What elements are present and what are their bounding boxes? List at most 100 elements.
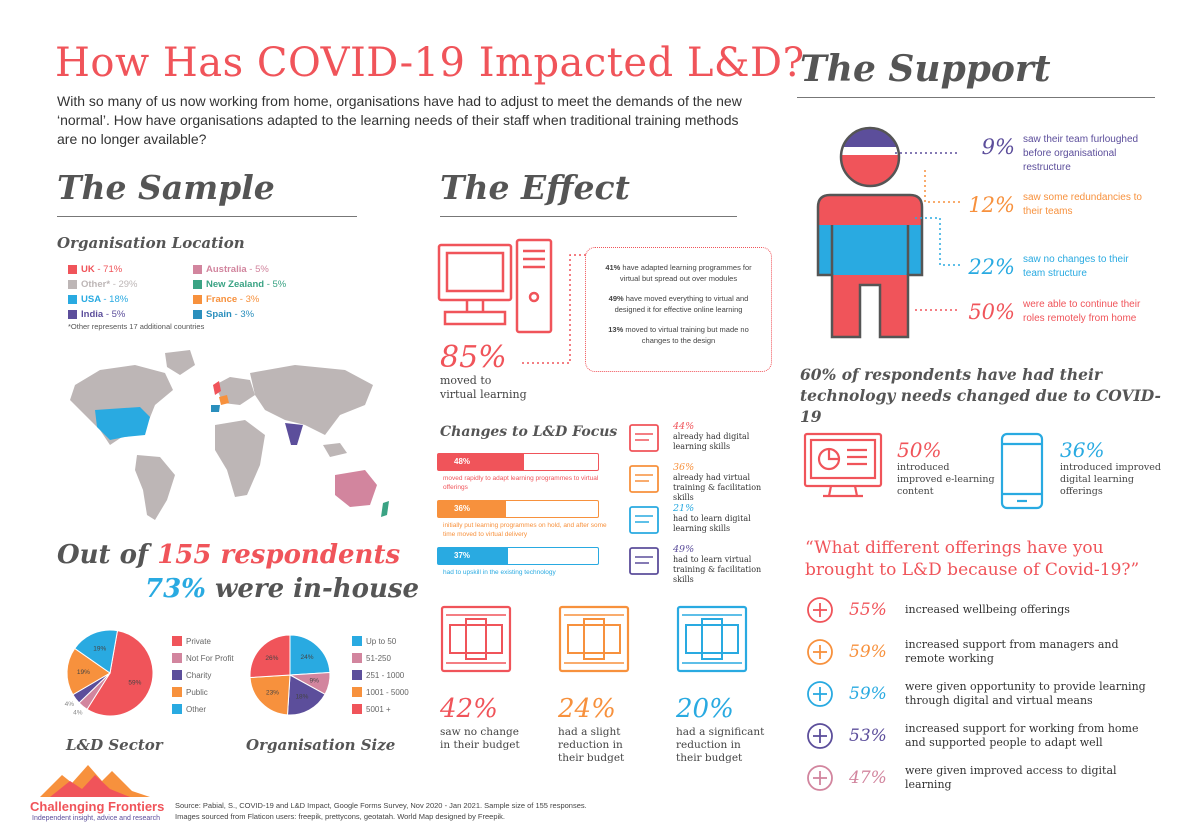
offering-pct: 59% bbox=[849, 642, 887, 662]
legend-pct: - 5% bbox=[266, 279, 287, 290]
sample-heading: The Sample bbox=[57, 168, 275, 207]
size-label: Organisation Size bbox=[246, 736, 396, 754]
india-region bbox=[285, 423, 303, 445]
legend-label: 5001 + bbox=[366, 704, 391, 714]
pie-legend-item: Public bbox=[172, 687, 242, 697]
legend-label: Other* - 29% bbox=[81, 279, 138, 290]
offering-pct: 53% bbox=[849, 726, 887, 746]
offering-item: 55% increased wellbeing offerings bbox=[803, 589, 1183, 631]
support-stat: 50% were able to continue their roles rem… bbox=[960, 298, 1143, 326]
skill-text: already had virtual training & facilitat… bbox=[673, 473, 762, 502]
respondents-line-2: 73% were in-house bbox=[145, 574, 420, 604]
legend-swatch bbox=[172, 687, 182, 697]
legend-pct: - 29% bbox=[112, 279, 138, 290]
connector-line bbox=[522, 254, 588, 364]
tech-text-1: introduced improved e-learning content bbox=[897, 462, 995, 497]
size-legend: Up to 50 51-250 251 - 1000 1001 - 5000 5001 … bbox=[352, 636, 422, 721]
pie-slice-label: 24% bbox=[300, 654, 313, 661]
skill-pct: 44% bbox=[673, 421, 695, 432]
offerings-list: 55% increased wellbeing offerings 59% incre… bbox=[803, 589, 1183, 799]
pie-slice bbox=[86, 630, 154, 717]
virtual-pct: 85% bbox=[440, 340, 507, 375]
legend-pct: - 3% bbox=[234, 309, 255, 320]
new-zealand-region bbox=[381, 501, 389, 517]
tech-pct-2: 36% bbox=[1060, 438, 1105, 462]
sector-legend: Private Not For Profit Charity Public Other bbox=[172, 636, 242, 721]
budget-item: 20% had a significant reduction in their … bbox=[676, 605, 786, 765]
location-heading: Organisation Location bbox=[57, 234, 245, 252]
offering-item: 53% increased support for working from ho… bbox=[803, 715, 1183, 757]
page-title: How Has COVID-19 Impacted L&D? bbox=[55, 40, 805, 86]
pie-slice-label: 23% bbox=[266, 690, 279, 697]
tech-pct-1: 50% bbox=[897, 438, 942, 462]
support-stat-pct: 50% bbox=[968, 300, 1015, 324]
presentation-icon bbox=[629, 547, 659, 575]
budget-text: had a slight reduction in their budget bbox=[558, 726, 625, 764]
offering-text: were given opportunity to provide learni… bbox=[905, 680, 1146, 707]
offering-text: increased support from managers and remo… bbox=[905, 638, 1119, 665]
budget-pct: 42% bbox=[440, 694, 498, 724]
pie-slice-label: 59% bbox=[128, 680, 141, 687]
legend-label: Public bbox=[186, 687, 208, 697]
legend-pct: - 5% bbox=[105, 309, 126, 320]
skill-item: 49% had to learn virtual training & facil… bbox=[627, 545, 777, 586]
uk-region bbox=[213, 381, 221, 395]
monitor-chart-icon bbox=[803, 432, 883, 498]
focus-bar: 37% bbox=[437, 547, 599, 565]
location-legend-item: France - 3% bbox=[193, 294, 328, 305]
heart-hands-icon bbox=[807, 723, 833, 749]
budget-pct: 24% bbox=[558, 694, 616, 724]
legend-swatch bbox=[68, 265, 77, 274]
location-legend-item: UK - 71% bbox=[68, 264, 193, 275]
world-map bbox=[70, 350, 389, 520]
focus-heading: Changes to L&D Focus bbox=[440, 424, 618, 440]
legend-pct: - 18% bbox=[103, 294, 129, 305]
pie-slice bbox=[289, 634, 331, 676]
offering-item: 47% were given improved access to digital… bbox=[803, 757, 1183, 799]
legend-label: UK - 71% bbox=[81, 264, 123, 275]
pie-legend-item: Charity bbox=[172, 670, 242, 680]
graduation-screen-icon bbox=[629, 465, 659, 493]
legend-swatch bbox=[193, 280, 202, 289]
support-stat: 22% saw no changes to their team structur… bbox=[960, 253, 1143, 281]
pie-slice bbox=[66, 647, 111, 696]
focus-bar: 48% bbox=[437, 453, 599, 471]
skill-text: already had digital learning skills bbox=[673, 432, 750, 451]
location-legend-item: Spain - 3% bbox=[193, 309, 328, 320]
sample-rule bbox=[57, 216, 357, 217]
support-connectors bbox=[895, 152, 960, 311]
legend-swatch bbox=[193, 265, 202, 274]
brand-name: Challenging Frontiers bbox=[30, 799, 165, 814]
offering-pct: 59% bbox=[849, 684, 887, 704]
detail-pct: 13% bbox=[608, 325, 626, 334]
support-stats: 9% saw their team furloughed before organ… bbox=[960, 133, 1175, 338]
effect-rule bbox=[440, 216, 737, 217]
legend-swatch bbox=[172, 704, 182, 714]
detail-item: 41% have adapted learning programmes for… bbox=[596, 262, 761, 284]
desktop-computer-icon bbox=[437, 238, 553, 334]
focus-bar-item: 36% initially put learning programmes on … bbox=[437, 500, 607, 539]
pie-slice-label: 19% bbox=[77, 669, 90, 676]
virtual-details-box: 41% have adapted learning programmes for… bbox=[585, 247, 772, 372]
focus-bar-item: 37% had to upskill in the existing techno… bbox=[437, 547, 607, 577]
location-legend-item: Australia - 5% bbox=[193, 264, 328, 275]
skill-item: 36% already had virtual training & facili… bbox=[627, 463, 777, 504]
support-stat-text: saw no changes to their team structure bbox=[1023, 254, 1129, 279]
legend-swatch bbox=[172, 636, 182, 646]
laptop-icon bbox=[807, 681, 833, 707]
legend-label: New Zealand - 5% bbox=[206, 279, 287, 290]
legend-label: Australia - 5% bbox=[206, 264, 269, 275]
skill-item: 21% had to learn digital learning skills bbox=[627, 504, 777, 545]
smartphone-icon bbox=[1000, 432, 1044, 510]
laptop-book-icon bbox=[629, 506, 659, 534]
globe-people-icon bbox=[807, 639, 833, 665]
pie-legend-item: 51-250 bbox=[352, 653, 422, 663]
focus-bar: 36% bbox=[437, 500, 599, 518]
sector-label: L&D Sector bbox=[66, 736, 163, 754]
legend-label: 251 - 1000 bbox=[366, 670, 405, 680]
effect-heading: The Effect bbox=[440, 168, 630, 207]
skill-pct: 36% bbox=[673, 462, 695, 473]
hand-cross-icon bbox=[807, 597, 833, 623]
pie-slice bbox=[249, 634, 291, 679]
legend-label: Other bbox=[186, 704, 207, 714]
